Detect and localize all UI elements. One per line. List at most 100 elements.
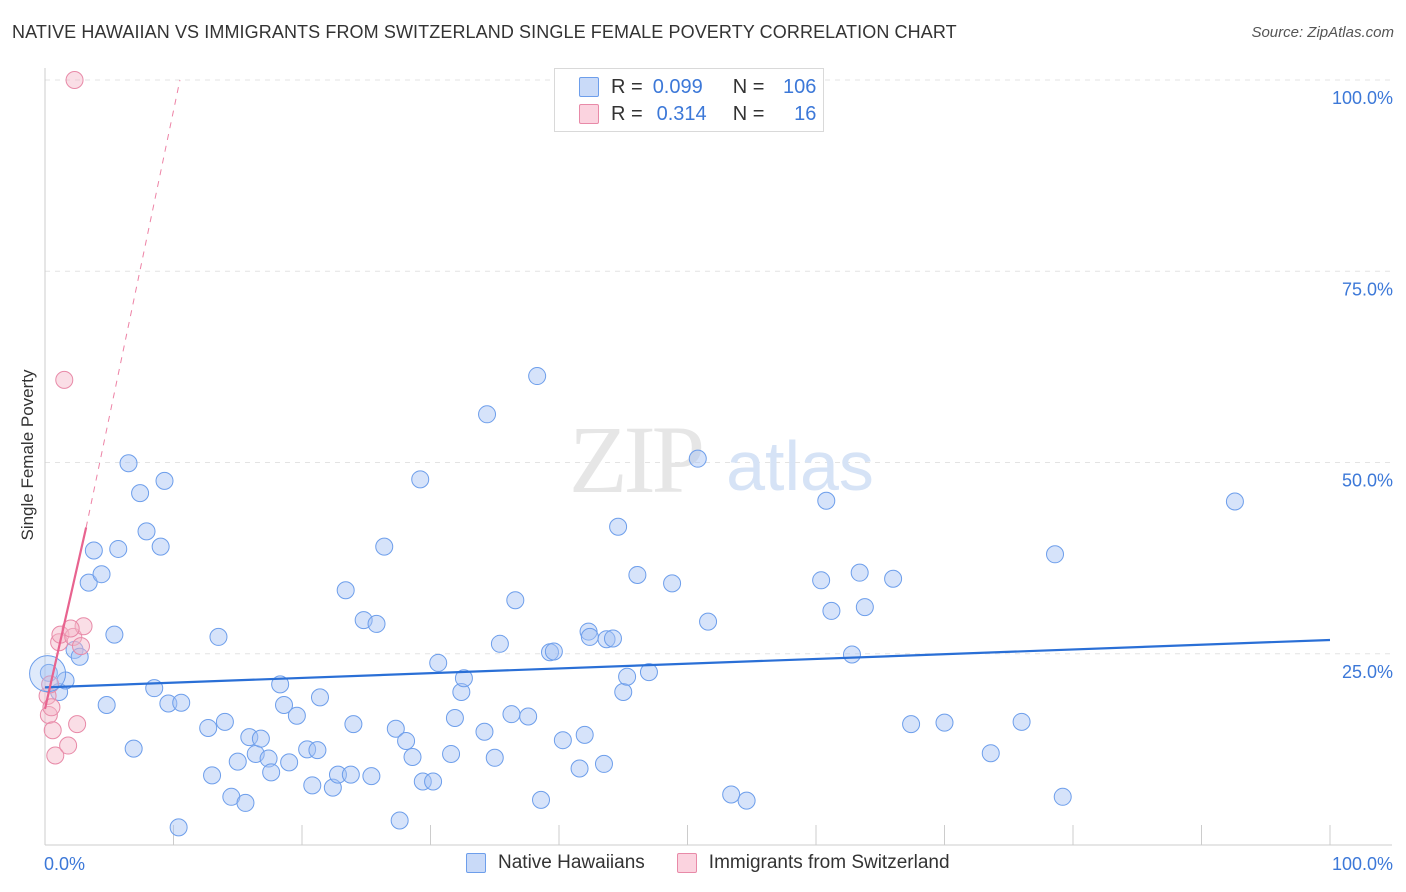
data-point-native-hawaiian	[603, 629, 622, 648]
data-point-native-hawaiian	[259, 749, 278, 768]
data-point-native-hawaiian	[131, 484, 150, 503]
data-point-native-hawaiian	[902, 715, 921, 734]
data-point-native-hawaiian	[92, 565, 111, 584]
data-point-native-hawaiian	[124, 739, 143, 758]
legend-r-value: 0.099	[652, 75, 703, 98]
data-point-native-hawaiian	[502, 705, 521, 724]
trend-line-switzerland	[43, 527, 88, 710]
data-point-native-hawaiian	[699, 612, 718, 631]
data-point-native-hawaiian	[981, 744, 1000, 763]
data-point-native-hawaiian	[84, 541, 103, 560]
data-point-native-hawaiian	[262, 763, 281, 782]
data-point-native-hawaiian	[397, 731, 416, 750]
data-point-native-hawaiian	[336, 581, 355, 600]
legend-n-label: N =	[732, 75, 765, 98]
data-point-native-hawaiian	[411, 470, 430, 489]
data-point-native-hawaiian	[298, 740, 317, 759]
data-point-native-hawaiian	[597, 630, 616, 649]
trend-extension-switzerland	[85, 79, 181, 528]
data-point-native-hawaiian	[884, 569, 903, 588]
legend-r-value: 0.314	[656, 102, 707, 125]
y-axis-label: Single Female Poverty	[18, 369, 37, 541]
data-point-native-hawaiian	[271, 675, 290, 694]
legend-n-value: 16	[794, 102, 817, 125]
axis-layer	[44, 68, 1392, 846]
data-point-native-hawaiian	[475, 722, 494, 741]
data-point-native-hawaiian	[663, 574, 682, 593]
watermark-atlas: atlas	[726, 427, 874, 505]
data-point-native-hawaiian	[1046, 545, 1065, 564]
data-point-native-hawaiian	[580, 627, 599, 646]
data-point-native-hawaiian	[386, 719, 405, 738]
grid-layer	[45, 79, 1392, 655]
data-point-native-hawaiian	[341, 765, 360, 784]
data-point-native-hawaiian	[375, 537, 394, 556]
data-point-native-hawaiian	[1053, 787, 1072, 806]
data-point-native-hawaiian	[344, 715, 363, 734]
y-tick-label: 25.0%	[1342, 662, 1393, 682]
data-point-native-hawaiian	[215, 712, 234, 731]
data-point-native-hawaiian	[490, 634, 509, 653]
data-point-native-hawaiian	[97, 696, 116, 715]
data-point-native-hawaiian	[199, 718, 218, 737]
legend-r-label: R =	[611, 75, 643, 98]
data-point-native-hawaiian	[169, 818, 188, 837]
data-point-native-hawaiian	[79, 573, 98, 592]
legend-series-label: Native Hawaiians	[498, 852, 645, 873]
data-point-native-hawaiian	[105, 625, 124, 644]
series-legend: Native Hawaiians Immigrants from Switzer…	[466, 852, 982, 874]
data-point-native-hawaiian	[639, 663, 658, 682]
data-point-native-hawaiian	[251, 729, 270, 748]
data-point-native-hawaiian	[280, 753, 299, 772]
chart-title: NATIVE HAWAIIAN VS IMMIGRANTS FROM SWITZ…	[12, 22, 957, 42]
watermark-zip: ZIP	[569, 406, 702, 513]
correlation-legend: R = 0.099 N = 106 R = 0.314 N = 16	[554, 68, 824, 132]
data-point-native-hawaiian	[209, 627, 228, 646]
data-point-native-hawaiian	[935, 713, 954, 732]
legend-row-native-hawaiians: R = 0.099 N = 106	[579, 75, 816, 99]
data-point-native-hawaiian	[817, 491, 836, 510]
data-point-native-hawaiian	[172, 693, 191, 712]
data-point-switzerland	[43, 721, 62, 740]
data-point-native-hawaiian	[1012, 712, 1031, 731]
data-point-native-hawaiian	[303, 776, 322, 795]
legend-swatch-pink	[676, 853, 697, 873]
data-point-native-hawaiian	[628, 565, 647, 584]
data-point-native-hawaiian	[328, 765, 347, 784]
x-tick-label: 0.0%	[44, 854, 85, 874]
data-point-native-hawaiian	[614, 683, 633, 701]
data-point-switzerland	[71, 637, 90, 656]
data-point-native-hawaiian	[413, 772, 432, 791]
y-tick-label: 50.0%	[1342, 471, 1393, 491]
data-point-native-hawaiian	[308, 741, 327, 760]
y-tick-label: 75.0%	[1342, 279, 1393, 299]
data-point-native-hawaiian	[532, 790, 551, 809]
trend-layer	[43, 79, 1331, 710]
legend-n-value: 106	[783, 75, 817, 98]
data-point-switzerland	[46, 746, 65, 765]
legend-r-label: R =	[611, 102, 643, 125]
data-point-native-hawaiian	[478, 405, 497, 424]
data-point-native-hawaiian	[310, 688, 329, 707]
data-point-native-hawaiian	[850, 563, 869, 582]
legend-swatch-pink	[579, 104, 599, 124]
data-point-native-hawaiian	[618, 667, 637, 686]
data-point-native-hawaiian	[519, 707, 538, 726]
points-layer	[29, 71, 1244, 837]
legend-item-native-hawaiians: Native Hawaiians	[466, 852, 645, 874]
data-point-native-hawaiian	[228, 752, 247, 771]
legend-n-label: N =	[732, 102, 765, 125]
data-point-native-hawaiian	[236, 793, 255, 812]
legend-swatch-blue	[579, 77, 599, 97]
data-point-native-hawaiian	[367, 614, 386, 633]
data-point-native-hawaiian	[159, 694, 178, 713]
data-point-switzerland	[55, 370, 74, 389]
data-point-native-hawaiian	[1225, 492, 1244, 511]
data-point-native-hawaiian	[119, 454, 138, 473]
data-point-switzerland	[68, 715, 87, 734]
data-point-native-hawaiian	[842, 645, 861, 664]
data-point-native-hawaiian	[151, 537, 170, 556]
data-point-native-hawaiian	[362, 767, 381, 786]
data-point-native-hawaiian	[287, 706, 306, 725]
data-point-native-hawaiian	[403, 748, 422, 767]
